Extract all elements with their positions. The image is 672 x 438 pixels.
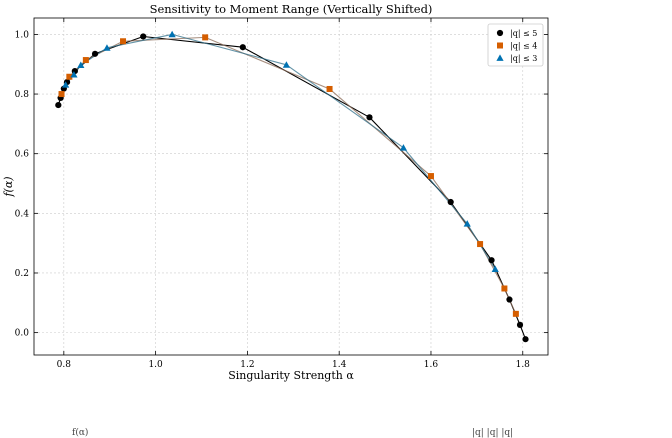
chart-title: Sensitivity to Moment Range (Vertically … bbox=[150, 2, 433, 16]
data-point-square bbox=[66, 73, 73, 80]
data-point-triangle bbox=[70, 71, 78, 78]
series-line-circle bbox=[57, 35, 527, 340]
data-point-triangle bbox=[103, 44, 111, 51]
data-point-circle bbox=[55, 101, 62, 109]
data-point-square bbox=[501, 285, 508, 292]
data-point-square bbox=[82, 57, 89, 64]
legend-label: |q| ≤ 4 bbox=[510, 42, 537, 51]
data-point-circle bbox=[447, 198, 454, 206]
y-tick-label: 0.8 bbox=[15, 90, 30, 100]
data-point-triangle bbox=[399, 144, 408, 151]
data-point-circle bbox=[366, 114, 373, 121]
series-markers bbox=[55, 30, 529, 343]
y-tick-label: 1.0 bbox=[15, 30, 30, 40]
data-point-square bbox=[202, 34, 209, 41]
data-point-circle bbox=[522, 336, 529, 343]
data-point-circle bbox=[239, 44, 246, 51]
data-point-circle bbox=[516, 321, 524, 328]
legend: |q| ≤ 5 |q| ≤ 4 |q| ≤ 3 bbox=[487, 23, 544, 67]
y-tick-label: 0.4 bbox=[15, 209, 30, 219]
axis-ticks: 0.8 1.0 1.2 1.4 1.6 1.8 0.0 0.2 0.4 0.6 0.8 1.0 bbox=[15, 18, 548, 370]
y-axis-label: f(α) bbox=[2, 176, 15, 197]
data-point-square bbox=[326, 85, 333, 92]
x-tick-label: 0.8 bbox=[57, 360, 72, 370]
legend-label: |q| ≤ 5 bbox=[510, 29, 537, 38]
x-tick-label: 1.8 bbox=[516, 360, 531, 370]
x-axis-label: Singularity Strength α bbox=[228, 369, 354, 382]
data-point-circle bbox=[488, 257, 495, 264]
grid-lines bbox=[34, 18, 548, 355]
data-point-triangle bbox=[62, 81, 70, 88]
legend-label: |q| ≤ 3 bbox=[510, 54, 537, 63]
data-point-circle bbox=[506, 296, 513, 303]
y-tick-label: 0.6 bbox=[15, 150, 30, 160]
data-point-square bbox=[58, 91, 65, 98]
legend-marker-circle bbox=[496, 29, 504, 37]
x-tick-label: 1.6 bbox=[424, 360, 439, 370]
bottom-caption-left: f(α) bbox=[72, 428, 89, 438]
bottom-caption-right: |q| |q| |q| bbox=[472, 428, 514, 438]
data-point-circle bbox=[140, 33, 147, 40]
data-point-square bbox=[512, 310, 519, 317]
y-tick-label: 0.2 bbox=[15, 269, 29, 279]
data-point-triangle bbox=[77, 61, 85, 69]
plot-frame bbox=[33, 17, 549, 356]
series-lines bbox=[57, 33, 527, 340]
x-tick-label: 1.4 bbox=[332, 360, 347, 370]
data-point-circle bbox=[91, 50, 99, 57]
data-point-triangle bbox=[491, 265, 499, 272]
x-tick-label: 1.0 bbox=[148, 360, 163, 370]
data-point-square bbox=[120, 38, 127, 45]
data-point-triangle bbox=[282, 61, 291, 68]
y-tick-label: 0.0 bbox=[15, 329, 30, 339]
data-point-triangle bbox=[463, 220, 471, 227]
series-line-square bbox=[61, 36, 517, 315]
data-point-square bbox=[477, 241, 484, 248]
legend-marker-square bbox=[497, 42, 503, 49]
legend-marker-triangle bbox=[496, 54, 504, 61]
data-point-triangle bbox=[168, 30, 176, 38]
x-tick-label: 1.2 bbox=[240, 360, 254, 370]
data-point-square bbox=[427, 173, 434, 180]
